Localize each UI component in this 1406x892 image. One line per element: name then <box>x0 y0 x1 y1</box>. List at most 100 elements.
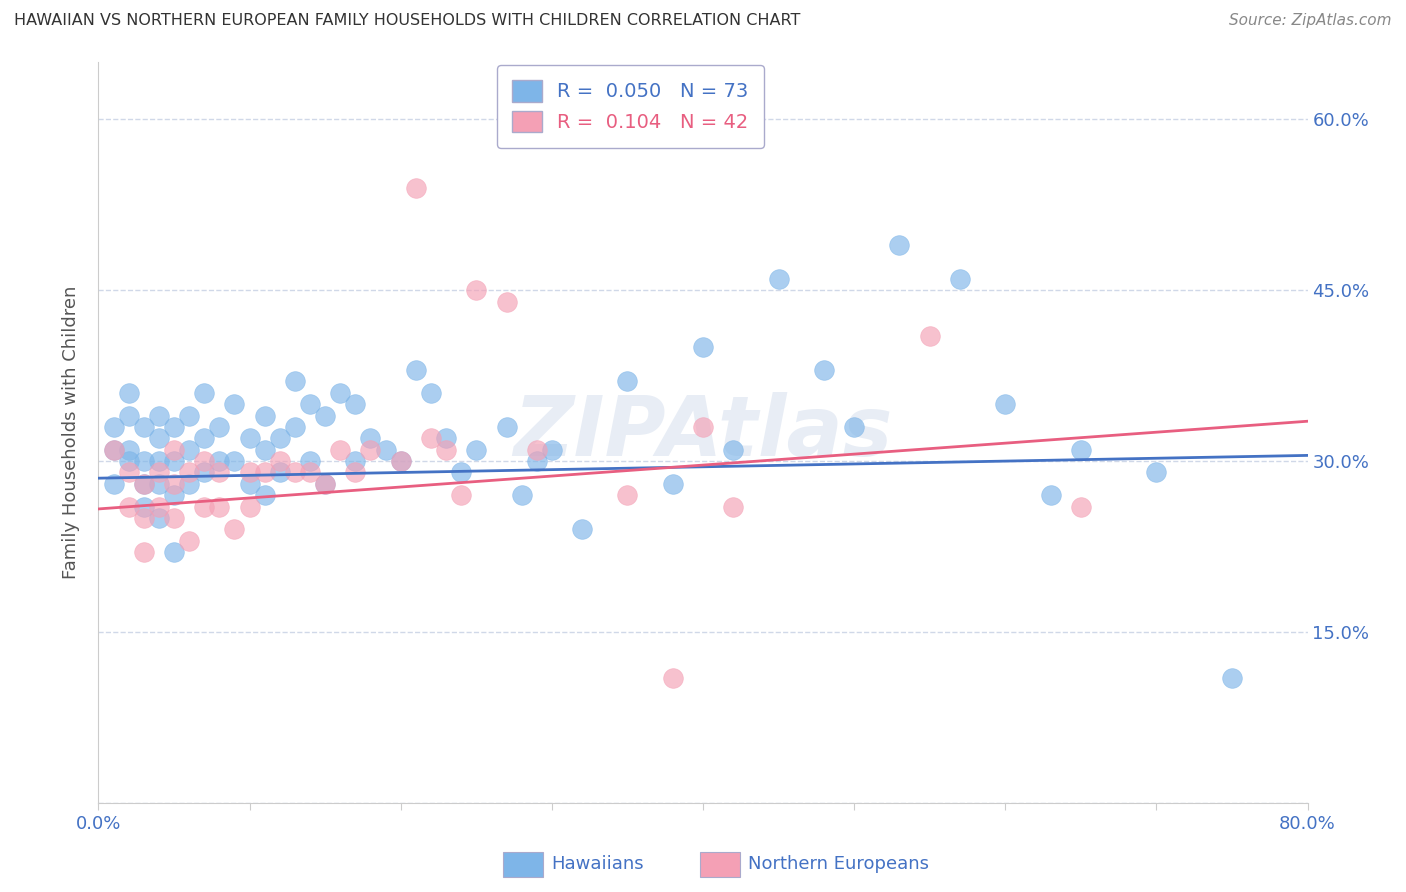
Point <box>949 272 972 286</box>
Point <box>118 442 141 457</box>
Point <box>269 454 291 468</box>
Point <box>132 511 155 525</box>
Point <box>132 500 155 514</box>
Point <box>208 454 231 468</box>
Point <box>103 442 125 457</box>
Point <box>299 454 322 468</box>
Point <box>450 488 472 502</box>
Point <box>360 431 382 445</box>
Text: ZIPAtlas: ZIPAtlas <box>513 392 893 473</box>
Point <box>571 523 593 537</box>
Point <box>889 237 911 252</box>
Text: Source: ZipAtlas.com: Source: ZipAtlas.com <box>1229 13 1392 29</box>
Point <box>239 476 262 491</box>
Text: HAWAIIAN VS NORTHERN EUROPEAN FAMILY HOUSEHOLDS WITH CHILDREN CORRELATION CHART: HAWAIIAN VS NORTHERN EUROPEAN FAMILY HOU… <box>14 13 800 29</box>
Point <box>495 420 517 434</box>
Point <box>224 523 246 537</box>
Point <box>208 500 231 514</box>
Point <box>434 431 457 445</box>
Point <box>193 431 215 445</box>
Point <box>723 442 745 457</box>
Point <box>284 420 307 434</box>
Point <box>1144 466 1167 480</box>
Point <box>692 420 714 434</box>
Point <box>118 466 141 480</box>
Point <box>420 431 443 445</box>
Point <box>148 466 170 480</box>
Point <box>193 466 215 480</box>
Point <box>179 466 201 480</box>
Point <box>284 375 307 389</box>
Point <box>132 476 155 491</box>
Point <box>723 500 745 514</box>
Point <box>239 500 262 514</box>
Point <box>389 454 412 468</box>
Point <box>284 466 307 480</box>
Point <box>314 476 336 491</box>
Point <box>163 442 186 457</box>
Point <box>118 500 141 514</box>
Point <box>118 385 141 400</box>
Point <box>163 488 186 502</box>
Point <box>224 454 246 468</box>
Point <box>344 466 367 480</box>
Point <box>1220 671 1243 685</box>
Point <box>374 442 396 457</box>
Point <box>239 466 262 480</box>
Point <box>132 454 155 468</box>
Point <box>420 385 443 400</box>
Point <box>193 385 215 400</box>
Point <box>465 283 488 297</box>
Point <box>526 454 548 468</box>
Point <box>768 272 790 286</box>
Text: Northern Europeans: Northern Europeans <box>748 855 929 873</box>
Point <box>163 420 186 434</box>
Point <box>179 409 201 423</box>
Point <box>314 409 336 423</box>
Y-axis label: Family Households with Children: Family Households with Children <box>62 286 80 579</box>
Point <box>450 466 472 480</box>
Point <box>344 454 367 468</box>
Point <box>389 454 412 468</box>
Point <box>510 488 533 502</box>
Point <box>132 420 155 434</box>
Point <box>405 363 427 377</box>
Point <box>918 328 941 343</box>
Point <box>118 454 141 468</box>
Point <box>148 476 170 491</box>
Point <box>148 431 170 445</box>
Point <box>526 442 548 457</box>
Point <box>495 294 517 309</box>
Point <box>148 454 170 468</box>
Point <box>329 385 352 400</box>
Point <box>179 533 201 548</box>
Point <box>148 511 170 525</box>
Point <box>465 442 488 457</box>
Point <box>1070 442 1092 457</box>
Point <box>329 442 352 457</box>
Point <box>163 511 186 525</box>
Point <box>344 397 367 411</box>
Point <box>269 431 291 445</box>
Text: Hawaiians: Hawaiians <box>551 855 644 873</box>
Point <box>179 442 201 457</box>
Point <box>193 454 215 468</box>
Point <box>253 409 276 423</box>
Point <box>103 442 125 457</box>
Point <box>148 500 170 514</box>
Point <box>844 420 866 434</box>
Point <box>239 431 262 445</box>
Point <box>132 545 155 559</box>
Point <box>103 476 125 491</box>
Point <box>1039 488 1062 502</box>
Point <box>253 442 276 457</box>
Point <box>994 397 1017 411</box>
Legend: R =  0.050   N = 73, R =  0.104   N = 42: R = 0.050 N = 73, R = 0.104 N = 42 <box>496 65 763 148</box>
Point <box>405 180 427 194</box>
Point <box>118 409 141 423</box>
Point <box>434 442 457 457</box>
Point <box>208 420 231 434</box>
Point <box>132 476 155 491</box>
Point <box>661 671 683 685</box>
Point <box>224 397 246 411</box>
